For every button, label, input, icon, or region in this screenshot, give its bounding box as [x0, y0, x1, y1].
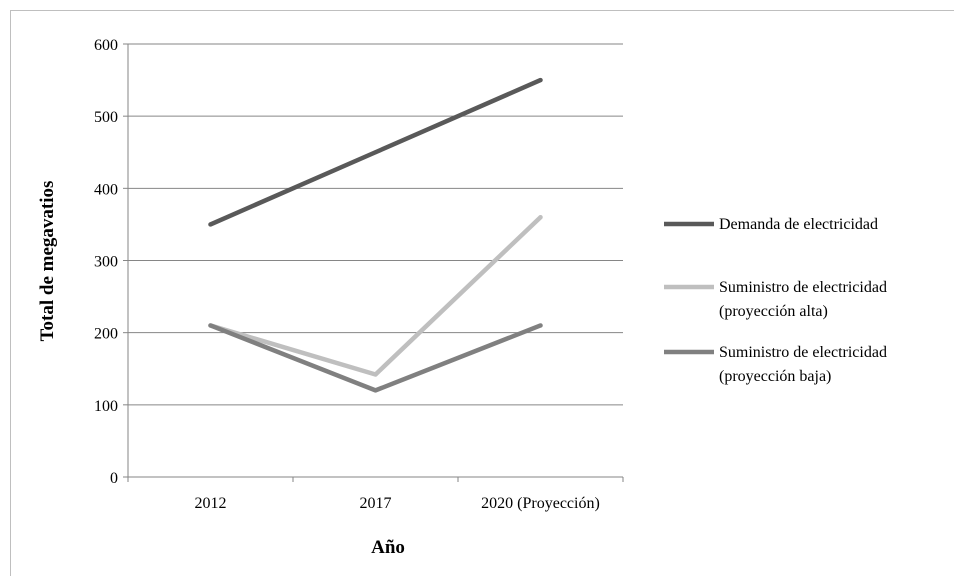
data-point: [538, 323, 543, 328]
series-lines: [208, 77, 543, 393]
x-tick-label: 2020 (Proyección): [481, 495, 600, 512]
data-point: [373, 150, 378, 155]
data-point: [538, 215, 543, 220]
y-axis-title: Total de megavatios: [37, 181, 58, 342]
axes: [123, 43, 624, 482]
x-tick-label: 2012: [195, 495, 227, 512]
x-tick-label: 2017: [360, 495, 392, 512]
y-tick-label: 500: [94, 109, 118, 126]
x-axis-title: Año: [371, 537, 405, 558]
y-tick-label: 100: [94, 398, 118, 415]
gridlines: [128, 43, 623, 406]
legend-label-3: (proyección baja): [719, 368, 831, 385]
y-tick-labels: 0 100 200 300 400 500 600: [94, 37, 118, 487]
data-point: [373, 372, 378, 377]
y-tick-label: 300: [94, 254, 118, 271]
legend-label-2: (proyección alta): [719, 303, 828, 320]
data-point: [208, 323, 213, 328]
legend-label-2: Suministro de electricidad: [719, 279, 887, 296]
legend-label-3: Suministro de electricidad: [719, 344, 887, 361]
series-line-2: [208, 214, 543, 377]
series-line-3: [208, 323, 543, 393]
y-tick-label: 400: [94, 181, 118, 198]
y-tick-label: 600: [94, 37, 118, 54]
x-tick-labels: 2012 2017 2020 (Proyección): [195, 495, 600, 512]
data-point: [208, 222, 213, 227]
y-tick-label: 0: [110, 470, 118, 487]
legend: Demanda de electricidad Suministro de ele…: [664, 216, 887, 385]
data-point: [373, 388, 378, 393]
data-point: [538, 78, 543, 83]
legend-label-1: Demanda de electricidad: [719, 216, 878, 233]
chart-frame: [10, 10, 954, 576]
y-tick-label: 200: [94, 326, 118, 343]
